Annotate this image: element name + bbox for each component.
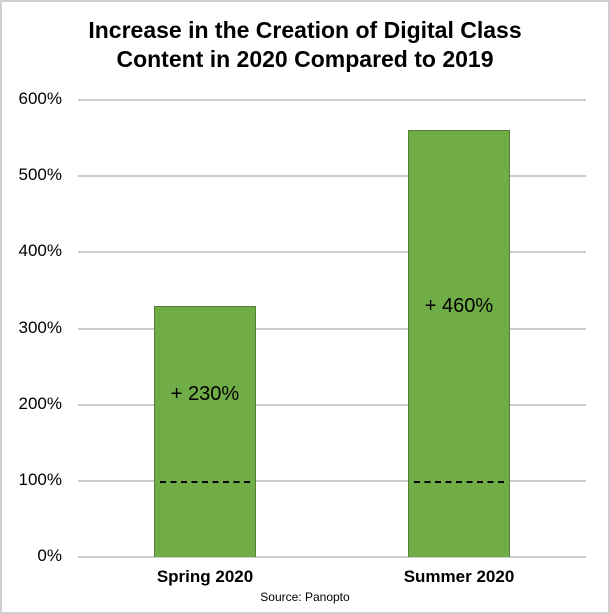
chart-title: Increase in the Creation of Digital Clas… [0, 16, 610, 74]
y-tick-label: 300% [18, 317, 62, 337]
bar-spring-2020: + 230% [154, 305, 256, 557]
chart-title-line-1: Increase in the Creation of Digital Clas… [88, 17, 522, 43]
y-tick-label: 500% [18, 165, 62, 185]
gridline [78, 251, 586, 254]
baseline-dashed-line [160, 480, 250, 483]
y-tick-label: 100% [18, 469, 62, 489]
gridline [78, 327, 586, 330]
gridline [78, 99, 586, 101]
x-category-label: Spring 2020 [156, 567, 254, 586]
y-tick-label: 400% [18, 241, 62, 261]
source-note: Source: Panopto [260, 590, 350, 604]
baseline-dashed-line [414, 480, 504, 483]
bar-data-label: + 460% [424, 294, 494, 317]
gridline [78, 175, 586, 178]
y-tick-label: 0% [37, 546, 62, 565]
gridline [78, 556, 586, 558]
chart-title-line-2: Content in 2020 Compared to 2019 [116, 46, 494, 72]
bar-data-label: + 230% [170, 382, 240, 405]
y-tick-label: 200% [18, 393, 62, 413]
gridline [78, 403, 586, 406]
x-category-label: Summer 2020 [403, 567, 515, 586]
y-tick-label: 600% [18, 89, 62, 108]
gridline [78, 479, 586, 482]
bar-summer-2020: + 460% [408, 130, 510, 557]
